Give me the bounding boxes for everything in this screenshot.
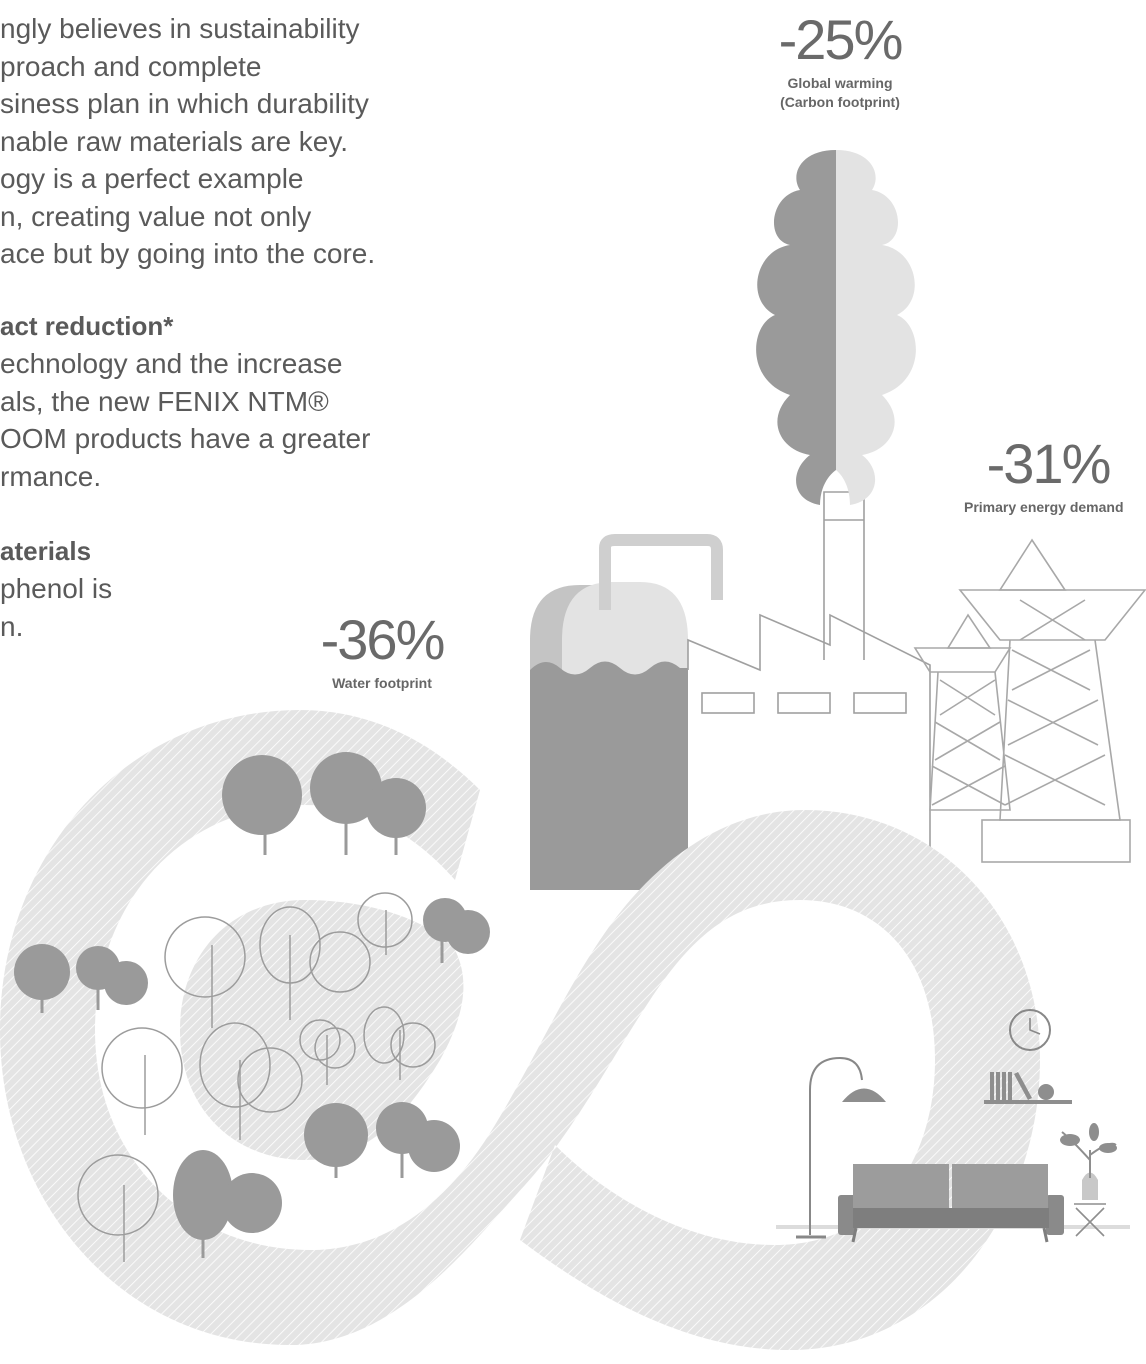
impact-line: OOM products have a greater	[0, 423, 371, 454]
intro-line: siness plan in which durability	[0, 88, 369, 119]
intro-line: ngly believes in sustainability	[0, 13, 360, 44]
stat-water: -36% Water footprint	[300, 612, 464, 693]
stat-label-line: (Carbon footprint)	[780, 94, 900, 110]
stat-label: Water footprint	[332, 675, 432, 691]
stat-value: -36%	[320, 608, 446, 671]
power-pylon-icon	[913, 538, 1146, 863]
forest-trees-icon	[14, 752, 490, 1262]
stat-value: -31%	[986, 436, 1112, 495]
materials-heading: aterials	[0, 536, 92, 566]
intro-line: n, creating value not only	[0, 200, 312, 232]
impact-line: echnology and the increase	[0, 348, 343, 379]
materials-line: n.	[0, 610, 24, 642]
stat-label-line: Global warming	[787, 75, 893, 91]
impact-paragraph: echnology and the increase als, the new …	[0, 345, 370, 495]
living-room-icon	[776, 1009, 1130, 1243]
stat-label: Global warming (Carbon footprint)	[755, 74, 925, 112]
factory-tank-icon	[530, 534, 723, 890]
intro-line: proach and complete	[0, 50, 262, 82]
smoke-cloud-icon	[756, 150, 916, 505]
impact-heading: act reduction*	[0, 311, 174, 341]
infinity-loop-icon	[0, 710, 1040, 1350]
stat-energy: -31% Primary energy demand	[950, 436, 1146, 517]
materials-paragraph: phenol is n.	[0, 570, 112, 645]
intro-line: ace but by going into the core.	[0, 238, 376, 269]
intro-line: ogy is a perfect example	[0, 163, 304, 194]
intro-paragraph: ngly believes in sustainability proach a…	[0, 10, 375, 273]
stat-value: -25%	[778, 8, 904, 71]
intro-line: nable raw materials are key.	[0, 125, 349, 157]
impact-line: als, the new FENIX NTM®	[0, 385, 329, 417]
factory-building-icon	[687, 491, 931, 870]
stat-label: Primary energy demand	[964, 499, 1124, 515]
stat-global-warming: -25% Global warming (Carbon footprint)	[755, 12, 925, 112]
materials-line: phenol is	[0, 573, 113, 604]
impact-line: rmance.	[0, 460, 102, 492]
